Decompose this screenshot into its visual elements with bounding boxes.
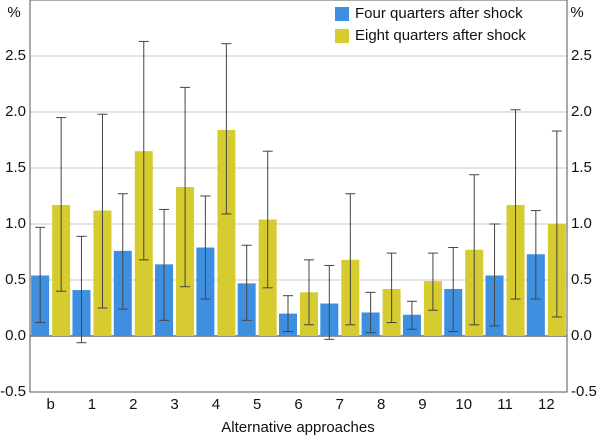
x-tick-label: 3	[170, 396, 178, 413]
x-tick-label: 4	[212, 396, 220, 413]
bar	[217, 129, 236, 336]
legend-label: Four quarters after shock	[355, 5, 523, 22]
y-tick-label: 0.0	[5, 327, 26, 344]
x-tick-label: 2	[129, 396, 137, 413]
y-tick-label: 0.5	[5, 271, 26, 288]
y-tick-label: 1.0	[5, 215, 26, 232]
y2-unit: %	[570, 4, 583, 21]
y2-tick-label: 2.5	[571, 47, 592, 64]
x-tick-label: 6	[294, 396, 302, 413]
x-tick-label: 9	[418, 396, 426, 413]
y-tick-label: 2.5	[5, 47, 26, 64]
x-tick-label: 7	[336, 396, 344, 413]
y2-tick-label: 1.0	[571, 215, 592, 232]
x-tick-label: 12	[538, 396, 555, 413]
y2-tick-label: 0.5	[571, 271, 592, 288]
x-axis-label: Alternative approaches	[221, 419, 374, 436]
x-tick-label: 8	[377, 396, 385, 413]
x-tick-label: 5	[253, 396, 261, 413]
x-tick-label: 10	[455, 396, 472, 413]
legend-swatch	[335, 7, 349, 21]
y2-tick-label: -0.5	[571, 383, 597, 400]
plot-frame	[29, 0, 568, 393]
legend-label: Eight quarters after shock	[355, 27, 526, 44]
y2-tick-label: 0.0	[571, 327, 592, 344]
y-unit: %	[7, 4, 20, 21]
y-tick-label: 2.0	[5, 103, 26, 120]
x-tick-label: 11	[497, 396, 513, 413]
y2-tick-label: 2.0	[571, 103, 592, 120]
legend-swatch	[335, 29, 349, 43]
x-tick-label: 1	[88, 396, 96, 413]
y-tick-label: -0.5	[0, 383, 26, 400]
y2-tick-label: 1.5	[571, 159, 592, 176]
x-tick-label: b	[46, 396, 54, 413]
y-tick-label: 1.5	[5, 159, 26, 176]
